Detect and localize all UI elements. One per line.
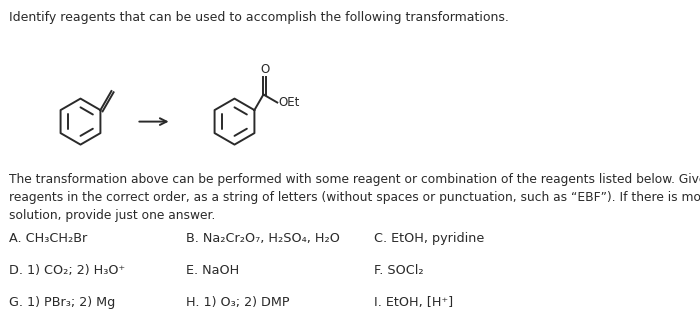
Text: F. SOCl₂: F. SOCl₂ bbox=[374, 264, 424, 277]
Text: C. EtOH, pyridine: C. EtOH, pyridine bbox=[374, 232, 484, 245]
Text: OEt: OEt bbox=[279, 96, 300, 109]
Text: E. NaOH: E. NaOH bbox=[186, 264, 239, 277]
Text: H. 1) O₃; 2) DMP: H. 1) O₃; 2) DMP bbox=[186, 296, 289, 309]
Text: D. 1) CO₂; 2) H₃O⁺: D. 1) CO₂; 2) H₃O⁺ bbox=[9, 264, 125, 277]
Text: Identify reagents that can be used to accomplish the following transformations.: Identify reagents that can be used to ac… bbox=[9, 11, 509, 24]
Text: I. EtOH, [H⁺]: I. EtOH, [H⁺] bbox=[374, 296, 454, 309]
Text: B. Na₂Cr₂O₇, H₂SO₄, H₂O: B. Na₂Cr₂O₇, H₂SO₄, H₂O bbox=[186, 232, 340, 245]
Text: O: O bbox=[260, 62, 270, 76]
Text: G. 1) PBr₃; 2) Mg: G. 1) PBr₃; 2) Mg bbox=[9, 296, 115, 309]
Text: The transformation above can be performed with some reagent or combination of th: The transformation above can be performe… bbox=[9, 173, 700, 222]
Text: A. CH₃CH₂Br: A. CH₃CH₂Br bbox=[9, 232, 88, 245]
